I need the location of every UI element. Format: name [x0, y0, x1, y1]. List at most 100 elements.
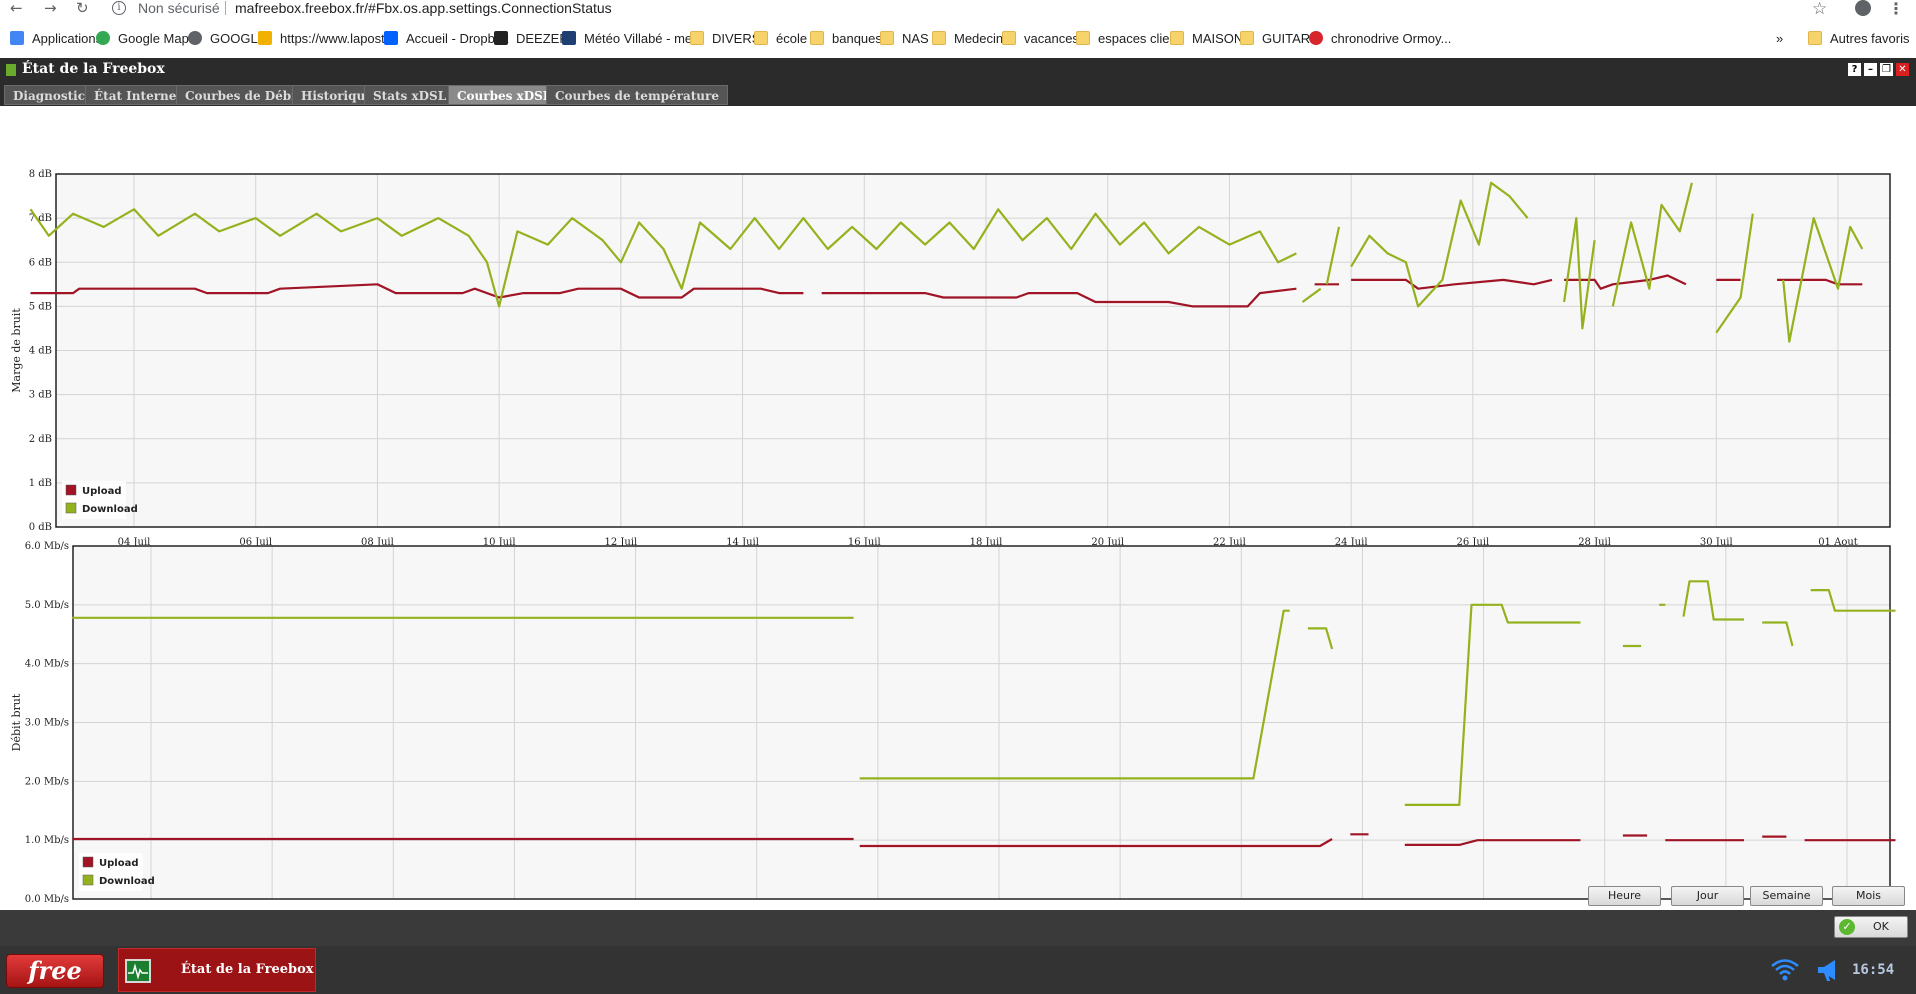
profile-avatar-icon[interactable] — [1855, 0, 1871, 16]
tab-bar: Diagnostic État Internet Courbes de Débit H… — [0, 82, 1916, 106]
globe-icon — [188, 31, 202, 45]
apps-grid-icon — [10, 31, 24, 45]
series-line-download — [1404, 603, 1581, 807]
bookmark-vacances[interactable]: vacances — [1002, 30, 1079, 48]
xdsl-charts: 0 dB 1 dB 2 dB 3 dB 4 dB 5 dB 6 dB 7 dB 8 dB 04 J… — [10, 169, 1896, 905]
bookmark-label: DIVERS — [712, 31, 761, 46]
x-tick-label: 18 Juil — [970, 537, 1003, 548]
bookmark-divers[interactable]: DIVERS — [690, 30, 760, 48]
folder-icon — [754, 31, 768, 45]
x-tick-label: 12 Juil — [604, 537, 637, 548]
series-line-upload — [1564, 274, 1687, 290]
info-icon[interactable]: i — [112, 1, 126, 15]
pulse-monitor-icon — [125, 959, 151, 983]
series-line-upload — [30, 283, 804, 299]
bookmark-m-t-o-villab-me[interactable]: Météo Villabé - me... — [562, 30, 703, 48]
bookmark-guitare[interactable]: GUITARE — [1240, 30, 1319, 48]
kebab-menu-icon[interactable]: ⋮ — [1888, 0, 1904, 18]
app-window: État de la Freebox ? – ❐ ✕ Diagnostic Éta… — [0, 58, 1916, 910]
bookmark-accueil-dropbox[interactable]: Accueil - Dropbox — [384, 30, 509, 48]
legend-swatch-download — [65, 502, 77, 514]
bookmark-nas[interactable]: NAS — [880, 30, 929, 48]
window-titlebar: État de la Freebox ? – ❐ ✕ — [0, 58, 1916, 82]
notification-megaphone-icon[interactable] — [1815, 958, 1843, 986]
x-tick-label: 10 Juil — [483, 537, 516, 548]
series-line-upload — [821, 287, 1297, 308]
tab-courbes-de-d-bit[interactable]: Courbes de Débit — [176, 85, 311, 105]
range-button-row: Heure Jour Semaine Mois — [0, 886, 1916, 916]
address-bar[interactable]: mafreebox.freebox.fr/#Fbx.os.app.setting… — [235, 0, 612, 16]
plot-frame — [55, 173, 1891, 528]
tab-courbes-xdsl[interactable]: Courbes xDSL — [448, 85, 561, 105]
bookmark-banques[interactable]: banques — [810, 30, 882, 48]
taskbar-item-label: État de la Freebox — [181, 962, 314, 977]
bookmark-google[interactable]: GOOGLE — [188, 30, 266, 48]
y-tick-label: 1 dB — [29, 478, 52, 489]
bookmark-google-maps[interactable]: Google Maps — [96, 30, 195, 48]
bookmark-label: DEEZER — [516, 31, 569, 46]
bookmark-label: https://www.lapost... — [280, 31, 396, 46]
bookmark-maison[interactable]: MAISON — [1170, 30, 1243, 48]
bookmarks-overflow-icon[interactable]: » — [1776, 31, 1784, 46]
ok-label: OK — [1873, 920, 1889, 933]
series-download — [29, 181, 1864, 343]
range-button-semaine[interactable]: Semaine — [1750, 886, 1823, 906]
back-icon[interactable]: ← — [10, 0, 23, 17]
free-logo[interactable]: free — [6, 954, 104, 988]
help-icon[interactable]: ? — [1848, 63, 1861, 76]
forward-icon[interactable]: → — [44, 0, 57, 17]
bookmark-https-www-lapost[interactable]: https://www.lapost... — [258, 30, 396, 48]
y-tick-label: 3 dB — [29, 390, 52, 401]
bookmark-medecin[interactable]: Medecin — [932, 30, 1003, 48]
bookmark-label: banques — [832, 31, 882, 46]
x-tick-label: 06 Juil — [239, 537, 272, 548]
mail-icon — [258, 31, 272, 45]
range-button-heure[interactable]: Heure — [1588, 886, 1661, 906]
y-tick-label: 6.0 Mb/s — [25, 541, 69, 552]
chronodrive-icon — [1309, 31, 1323, 45]
tab-tat-internet[interactable]: État Internet — [85, 85, 191, 105]
tab-diagnostic[interactable]: Diagnostic — [4, 85, 95, 105]
bookmark-cole[interactable]: école — [754, 30, 807, 48]
bookmark-applications[interactable]: Applications — [10, 30, 102, 48]
y-tick-label: 2.0 Mb/s — [25, 776, 69, 787]
bookmark-chronodrive-ormoy[interactable]: chronodrive Ormoy... — [1309, 30, 1451, 48]
ok-button[interactable]: ✓ OK — [1834, 916, 1908, 938]
y-tick-label: 3.0 Mb/s — [25, 718, 69, 729]
taskbar-item-freebox-status[interactable]: État de la Freebox — [118, 948, 316, 992]
minimize-icon[interactable]: – — [1864, 63, 1877, 76]
restore-icon[interactable]: ❐ — [1880, 63, 1893, 76]
bookmark-deezer[interactable]: DEEZER — [494, 30, 569, 48]
chart-2: 0.0 Mb/s 1.0 Mb/s 2.0 Mb/s 3.0 Mb/s 4.0 Mb/s… — [10, 541, 1896, 905]
legend-swatch-upload — [82, 856, 94, 868]
x-tick-label: 26 Juil — [1456, 537, 1489, 548]
legend-label-upload: Upload — [82, 486, 121, 497]
series-line-download — [1715, 213, 1754, 334]
wifi-icon[interactable] — [1770, 958, 1800, 986]
range-button-mois[interactable]: Mois — [1832, 886, 1905, 906]
tab-courbes-de-temp-rature[interactable]: Courbes de température — [546, 85, 728, 105]
x-tick-label: 24 Juil — [1335, 537, 1368, 548]
meteo-icon — [562, 31, 576, 45]
y-tick-label: 8 dB — [29, 169, 52, 180]
tab-stats-xdsl[interactable]: Stats xDSL — [364, 85, 456, 105]
security-label: Non sécurisé — [138, 0, 220, 16]
series-line-upload — [1404, 839, 1581, 847]
range-button-jour[interactable]: Jour — [1671, 886, 1744, 906]
y-tick-label: 1.0 Mb/s — [25, 835, 69, 846]
reload-icon[interactable]: ↻ — [76, 0, 89, 17]
bookmark-star-icon[interactable]: ☆ — [1812, 0, 1828, 19]
close-icon[interactable]: ✕ — [1896, 63, 1909, 76]
series-line-download — [1782, 216, 1864, 343]
bookmark-label: Applications — [32, 31, 103, 46]
series-upload — [72, 833, 1896, 848]
bookmark-espaces-client[interactable]: espaces client — [1076, 30, 1180, 48]
series-line-download — [859, 609, 1290, 780]
series-line-download — [1350, 181, 1529, 308]
maps-pin-icon — [96, 31, 110, 45]
deezer-icon — [494, 31, 508, 45]
bookmark-label: espaces client — [1098, 31, 1181, 46]
bookmark-other-favorites[interactable]: Autres favoris — [1808, 30, 1909, 48]
x-tick-label: 30 Juil — [1700, 537, 1733, 548]
clock: 16:54 — [1852, 962, 1895, 978]
